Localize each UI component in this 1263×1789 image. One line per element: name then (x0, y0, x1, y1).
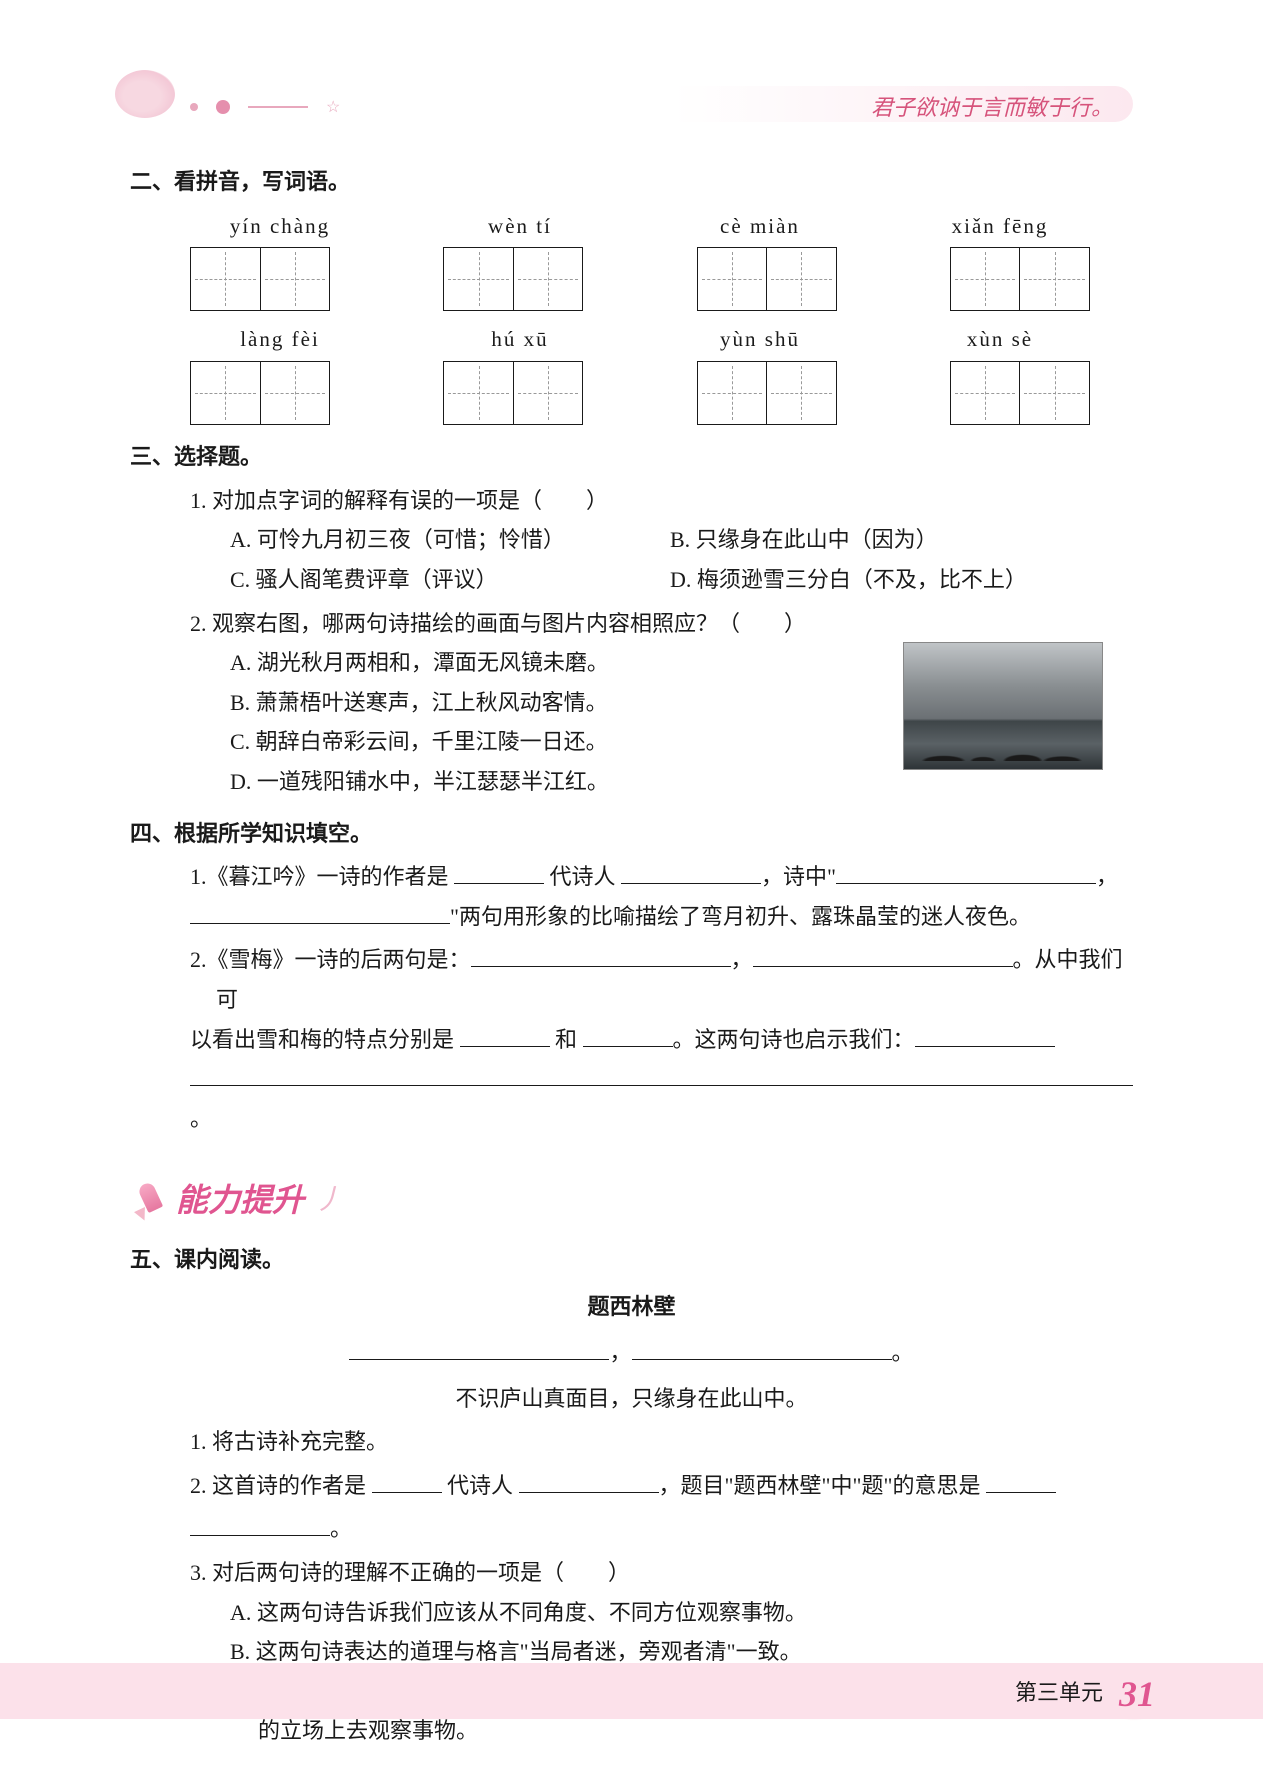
text: ，题目"题西林壁"中"题"的意思是 (659, 1473, 986, 1498)
q4-2: 2.《雪梅》一诗的后两句是：，。从中我们可 (190, 940, 1133, 1019)
pinyin-text: yín chàng (190, 208, 370, 246)
blank[interactable] (753, 945, 1013, 967)
blank[interactable] (460, 1025, 550, 1047)
char-box-pair[interactable] (443, 361, 583, 425)
text: 代诗人 (442, 1473, 519, 1498)
text: ， (731, 947, 753, 972)
blank[interactable] (349, 1338, 609, 1360)
char-box-pair[interactable] (697, 247, 837, 311)
blank[interactable] (583, 1025, 673, 1047)
pinyin-text: yùn shū (670, 321, 850, 359)
q5-3-optA: A. 这两句诗告诉我们应该从不同角度、不同方位观察事物。 (230, 1593, 1133, 1633)
blank[interactable] (836, 862, 1096, 884)
pinyin-text: hú xū (430, 321, 610, 359)
q4-1-cont: "两句用形象的比喻描绘了弯月初升、露珠晶莹的迷人夜色。 (190, 897, 1133, 937)
poem-title: 题西林壁 (130, 1287, 1133, 1327)
header-decoration: ☆ (190, 97, 340, 117)
pinyin-text: xùn sè (910, 321, 1090, 359)
pinyin-text: xiǎn fēng (910, 208, 1090, 246)
page-number: 31 (1119, 1673, 1155, 1715)
text: 。 (330, 1516, 352, 1541)
text: 2.《雪梅》一诗的后两句是： (190, 947, 471, 972)
blank[interactable] (190, 902, 450, 924)
pinyin-text: cè miàn (670, 208, 850, 246)
blank[interactable] (519, 1471, 659, 1493)
poem-blank-line: ，。 (130, 1333, 1133, 1373)
section-2-title: 二、看拼音，写词语。 (130, 162, 1133, 202)
sunset-image (903, 642, 1103, 770)
q4-2-cont: 以看出雪和梅的特点分别是 和 。这两句诗也启示我们： (190, 1020, 1133, 1060)
blank[interactable] (454, 862, 544, 884)
blank[interactable] (471, 945, 731, 967)
section-5-title: 五、课内阅读。 (130, 1240, 1133, 1280)
blank[interactable] (632, 1338, 892, 1360)
blank[interactable] (986, 1471, 1056, 1493)
blank[interactable] (190, 1514, 330, 1536)
q3-1-optD: D. 梅须逊雪三分白（不及，比不上） (670, 560, 1027, 600)
q5-1: 1. 将古诗补充完整。 (190, 1422, 1133, 1462)
header-logo (115, 70, 175, 118)
q3-2-stem: 2. 观察右图，哪两句诗描绘的画面与图片内容相照应？（ ） (190, 604, 1133, 644)
char-box-pair[interactable] (950, 247, 1090, 311)
pinyin-text: wèn tí (430, 208, 610, 246)
blank[interactable] (621, 862, 761, 884)
ability-header: 能力提升 丿 (130, 1172, 1133, 1230)
text: 2. 这首诗的作者是 (190, 1473, 372, 1498)
char-box-pair[interactable] (190, 247, 330, 311)
rocket-icon (130, 1179, 170, 1223)
char-box-pair[interactable] (190, 361, 330, 425)
footer-unit: 第三单元 (1015, 1675, 1103, 1707)
text: ，诗中" (761, 864, 836, 889)
ability-title: 能力提升 (176, 1172, 304, 1230)
text: 和 (550, 1027, 583, 1052)
poem-line-2: 不识庐山真面目，只缘身在此山中。 (130, 1379, 1133, 1419)
q3-1-optA: A. 可怜九月初三夜（可惜；怜惜） (230, 520, 670, 560)
q5-2: 2. 这首诗的作者是 代诗人 ，题目"题西林壁"中"题"的意思是 (190, 1466, 1133, 1506)
pinyin-row-1: yín chàng wèn tí cè miàn xiǎn fēng (190, 208, 1090, 246)
text: 代诗人 (544, 864, 621, 889)
text: 1.《暮江吟》一诗的作者是 (190, 864, 454, 889)
q5-2-cont: 。 (190, 1509, 1133, 1549)
section-4-title: 四、根据所学知识填空。 (130, 814, 1133, 854)
char-box-pair[interactable] (697, 361, 837, 425)
q3-1-optC: C. 骚人阁笔费评章（评议） (230, 560, 670, 600)
header-quote: 君子欲讷于言而敏于行。 (871, 90, 1113, 122)
q5-3-stem: 3. 对后两句诗的理解不正确的一项是（ ） (190, 1553, 1133, 1593)
q4-2-blank-line: 。 (190, 1059, 1133, 1138)
q3-1-optB: B. 只缘身在此山中（因为） (670, 520, 938, 560)
pinyin-text: làng fèi (190, 321, 370, 359)
char-box-row-1 (190, 247, 1090, 311)
arc-icon: 丿 (314, 1176, 342, 1226)
blank[interactable] (372, 1471, 442, 1493)
char-box-pair[interactable] (950, 361, 1090, 425)
text: 以看出雪和梅的特点分别是 (190, 1027, 460, 1052)
char-box-pair[interactable] (443, 247, 583, 311)
q4-1: 1.《暮江吟》一诗的作者是 代诗人 ，诗中"， (190, 857, 1133, 897)
blank[interactable] (915, 1025, 1055, 1047)
q3-1-stem: 1. 对加点字词的解释有误的一项是（ ） (190, 481, 1133, 521)
char-box-row-2 (190, 361, 1090, 425)
text: 。这两句诗也启示我们： (673, 1027, 915, 1052)
blank[interactable] (190, 1064, 1133, 1086)
pinyin-row-2: làng fèi hú xū yùn shū xùn sè (190, 321, 1090, 359)
section-3-title: 三、选择题。 (130, 437, 1133, 477)
text: "两句用形象的比喻描绘了弯月初升、露珠晶莹的迷人夜色。 (450, 904, 1031, 929)
